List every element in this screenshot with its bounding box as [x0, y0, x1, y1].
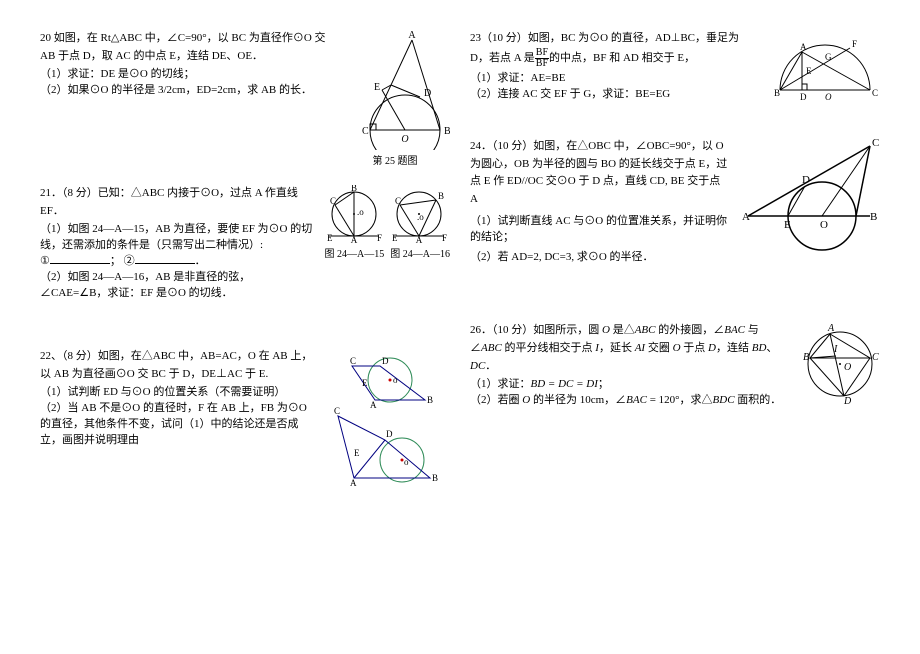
svg-text:A: A [370, 400, 377, 410]
p23-part1: （1）求证：AE=BE [470, 69, 760, 85]
svg-text:B: B [870, 211, 877, 223]
p24-part1: （1）试判断直线 AC 与⊙O 的位置准关系，并证明你的结论； [470, 212, 730, 244]
p21-num: 21． [40, 187, 62, 199]
svg-text:O: O [820, 219, 828, 231]
svg-text:C: C [395, 196, 401, 206]
svg-text:E: E [806, 66, 812, 76]
p21-fig2: A B C E F .o 图 24—A—16 [390, 185, 450, 260]
p21-points: （8 分） [62, 187, 98, 199]
p20-part2: （2）如果⊙O 的半径是 3/2cm，ED=2cm，求 AB 的长． [40, 81, 330, 97]
problem-24: 24．（10 分）如图，在△OBC 中，∠OBC=90°，以 O 为圆心，OB … [470, 138, 880, 264]
problem-20: 20 如图，在 Rt△ABC 中，∠C=90°，以 BC 为直径作⊙O 交 AB… [40, 30, 450, 167]
svg-text:A: A [408, 30, 416, 41]
svg-text:A: A [800, 42, 807, 52]
p22-part2: （2）当 AB 不是⊙O 的直径时，F 在 AB 上，FB 为⊙O 的直径，其他… [40, 399, 320, 447]
p20-stem: 20 如图，在 Rt△ABC 中，∠C=90°，以 BC 为直径作⊙O 交 AB… [40, 30, 330, 65]
svg-text:C: C [350, 356, 356, 366]
p20-part1: （1）求证：DE 是⊙O 的切线； [40, 65, 330, 81]
svg-text:C: C [334, 406, 340, 416]
svg-text:D: D [424, 88, 431, 99]
p22-part1: （1）试判断 ED 与⊙O 的位置关系（不需要证明） [40, 383, 320, 399]
problem-22: 22、（8 分）如图，在△ABC 中，AB=AC，O 在 AB 上，以 AB 为… [40, 348, 450, 488]
svg-text:D: D [843, 396, 852, 407]
svg-text:D: D [382, 356, 389, 366]
svg-text:O: O [844, 362, 851, 373]
svg-text:D: D [800, 92, 807, 102]
p22-num: 22、 [40, 350, 62, 362]
blank-1 [50, 252, 110, 264]
p20-figure: A B C D E O 第 25 题图 [340, 30, 450, 167]
p21-part1: （1）如图 24—A—15，AB 为直径，要使 EF 为⊙O 的切线，还需添加的… [40, 220, 315, 252]
svg-text:B: B [444, 126, 450, 137]
svg-text:E: E [327, 233, 333, 243]
svg-text:B: B [803, 352, 809, 363]
p24-figure: A B C D E O [740, 138, 880, 258]
p22-figure: C D B A E o C D B A E o [330, 348, 450, 488]
svg-text:E: E [362, 378, 368, 388]
right-column: 23（10 分）如图，BC 为⊙O 的直径，AD⊥BC，垂足为 D，若点 A 是… [470, 30, 880, 624]
svg-text:O: O [825, 92, 832, 102]
svg-text:F: F [377, 233, 382, 243]
p24-part2: （2）若 AD=2, DC=3, 求⊙O 的半径． [470, 248, 730, 264]
svg-text:C: C [872, 88, 878, 98]
svg-text:C: C [872, 352, 879, 363]
p20-caption: 第 25 题图 [340, 152, 450, 167]
p23-part2: （2）连接 AC 交 EF 于 G，求证：BE=EG [470, 85, 760, 101]
svg-text:.o: .o [417, 212, 424, 222]
p23-num: 23 [470, 32, 481, 44]
svg-text:C: C [362, 126, 369, 137]
svg-text:E: E [354, 448, 360, 458]
svg-text:A: A [350, 478, 357, 488]
svg-text:B: B [438, 191, 444, 201]
p23-figure: A B C D E F G O [770, 30, 880, 105]
p26-part2: （2）若圈 O 的半径为 10cm，∠BAC = 120°，求△BDC 面积的． [470, 391, 790, 407]
p21-fig1: A B C E F .o 图 24—A—15 [325, 185, 385, 260]
p26-part1: （1）求证：BD = DC = DI； [470, 375, 790, 391]
svg-text:B: B [351, 185, 357, 193]
p23-frac: BFBF [535, 48, 549, 69]
svg-text:A: A [742, 211, 750, 223]
svg-text:A: A [350, 235, 357, 243]
svg-text:o: o [393, 375, 398, 385]
svg-text:E: E [784, 219, 791, 231]
svg-text:B: B [432, 473, 438, 483]
svg-text:O: O [401, 134, 408, 145]
svg-text:D: D [386, 429, 393, 439]
svg-text:D: D [802, 174, 810, 186]
svg-text:E: E [374, 82, 380, 93]
svg-text:F: F [442, 233, 447, 243]
p21-blanks: ①； ②． [40, 252, 315, 268]
p24-points: （10 分） [492, 140, 533, 152]
p23-text2: 的中点，BF 和 AD 相交于 E， [549, 52, 695, 64]
left-column: 20 如图，在 Rt△ABC 中，∠C=90°，以 BC 为直径作⊙O 交 AB… [40, 30, 450, 624]
problem-23: 23（10 分）如图，BC 为⊙O 的直径，AD⊥BC，垂足为 D，若点 A 是… [470, 30, 880, 105]
svg-text:C: C [330, 196, 336, 206]
p21-cap1: 图 24—A—15 [325, 245, 385, 260]
svg-text:G: G [825, 52, 832, 62]
svg-text:B: B [774, 88, 780, 98]
p23-points: （10 分） [481, 32, 528, 44]
blank-2 [135, 252, 195, 264]
p26-figure: A B C D I O [800, 322, 880, 407]
p24-num: 24． [470, 140, 492, 152]
p21-cap2: 图 24—A—16 [390, 245, 450, 260]
svg-text:.o: .o [357, 207, 364, 217]
svg-text:I: I [833, 344, 838, 355]
svg-text:C: C [872, 138, 879, 149]
svg-text:F: F [852, 39, 857, 49]
svg-text:B: B [427, 395, 433, 405]
p21-part2: （2）如图 24—A—16，AB 是非直径的弦，∠CAE=∠B，求证：EF 是⊙… [40, 268, 315, 300]
svg-text:A: A [827, 323, 835, 334]
p22-points: （8 分） [62, 350, 98, 362]
problem-26: 26．（10 分）如图所示，圆 O 是△ABC 的外接圆，∠BAC 与∠ABC … [470, 322, 880, 407]
p20-text: 如图，在 Rt△ABC 中，∠C=90°，以 BC 为直径作⊙O 交 AB 于点… [40, 32, 326, 62]
p26-stem: 26．（10 分）如图所示，圆 O 是△ABC 的外接圆，∠BAC 与∠ABC … [470, 322, 790, 375]
svg-text:o: o [404, 457, 409, 467]
problem-21: 21．（8 分）已知：△ABC 内接于⊙O，过点 A 作直线 EF． （1）如图… [40, 185, 450, 300]
svg-text:E: E [392, 233, 398, 243]
svg-text:A: A [416, 235, 423, 243]
p20-num: 20 [40, 32, 51, 44]
